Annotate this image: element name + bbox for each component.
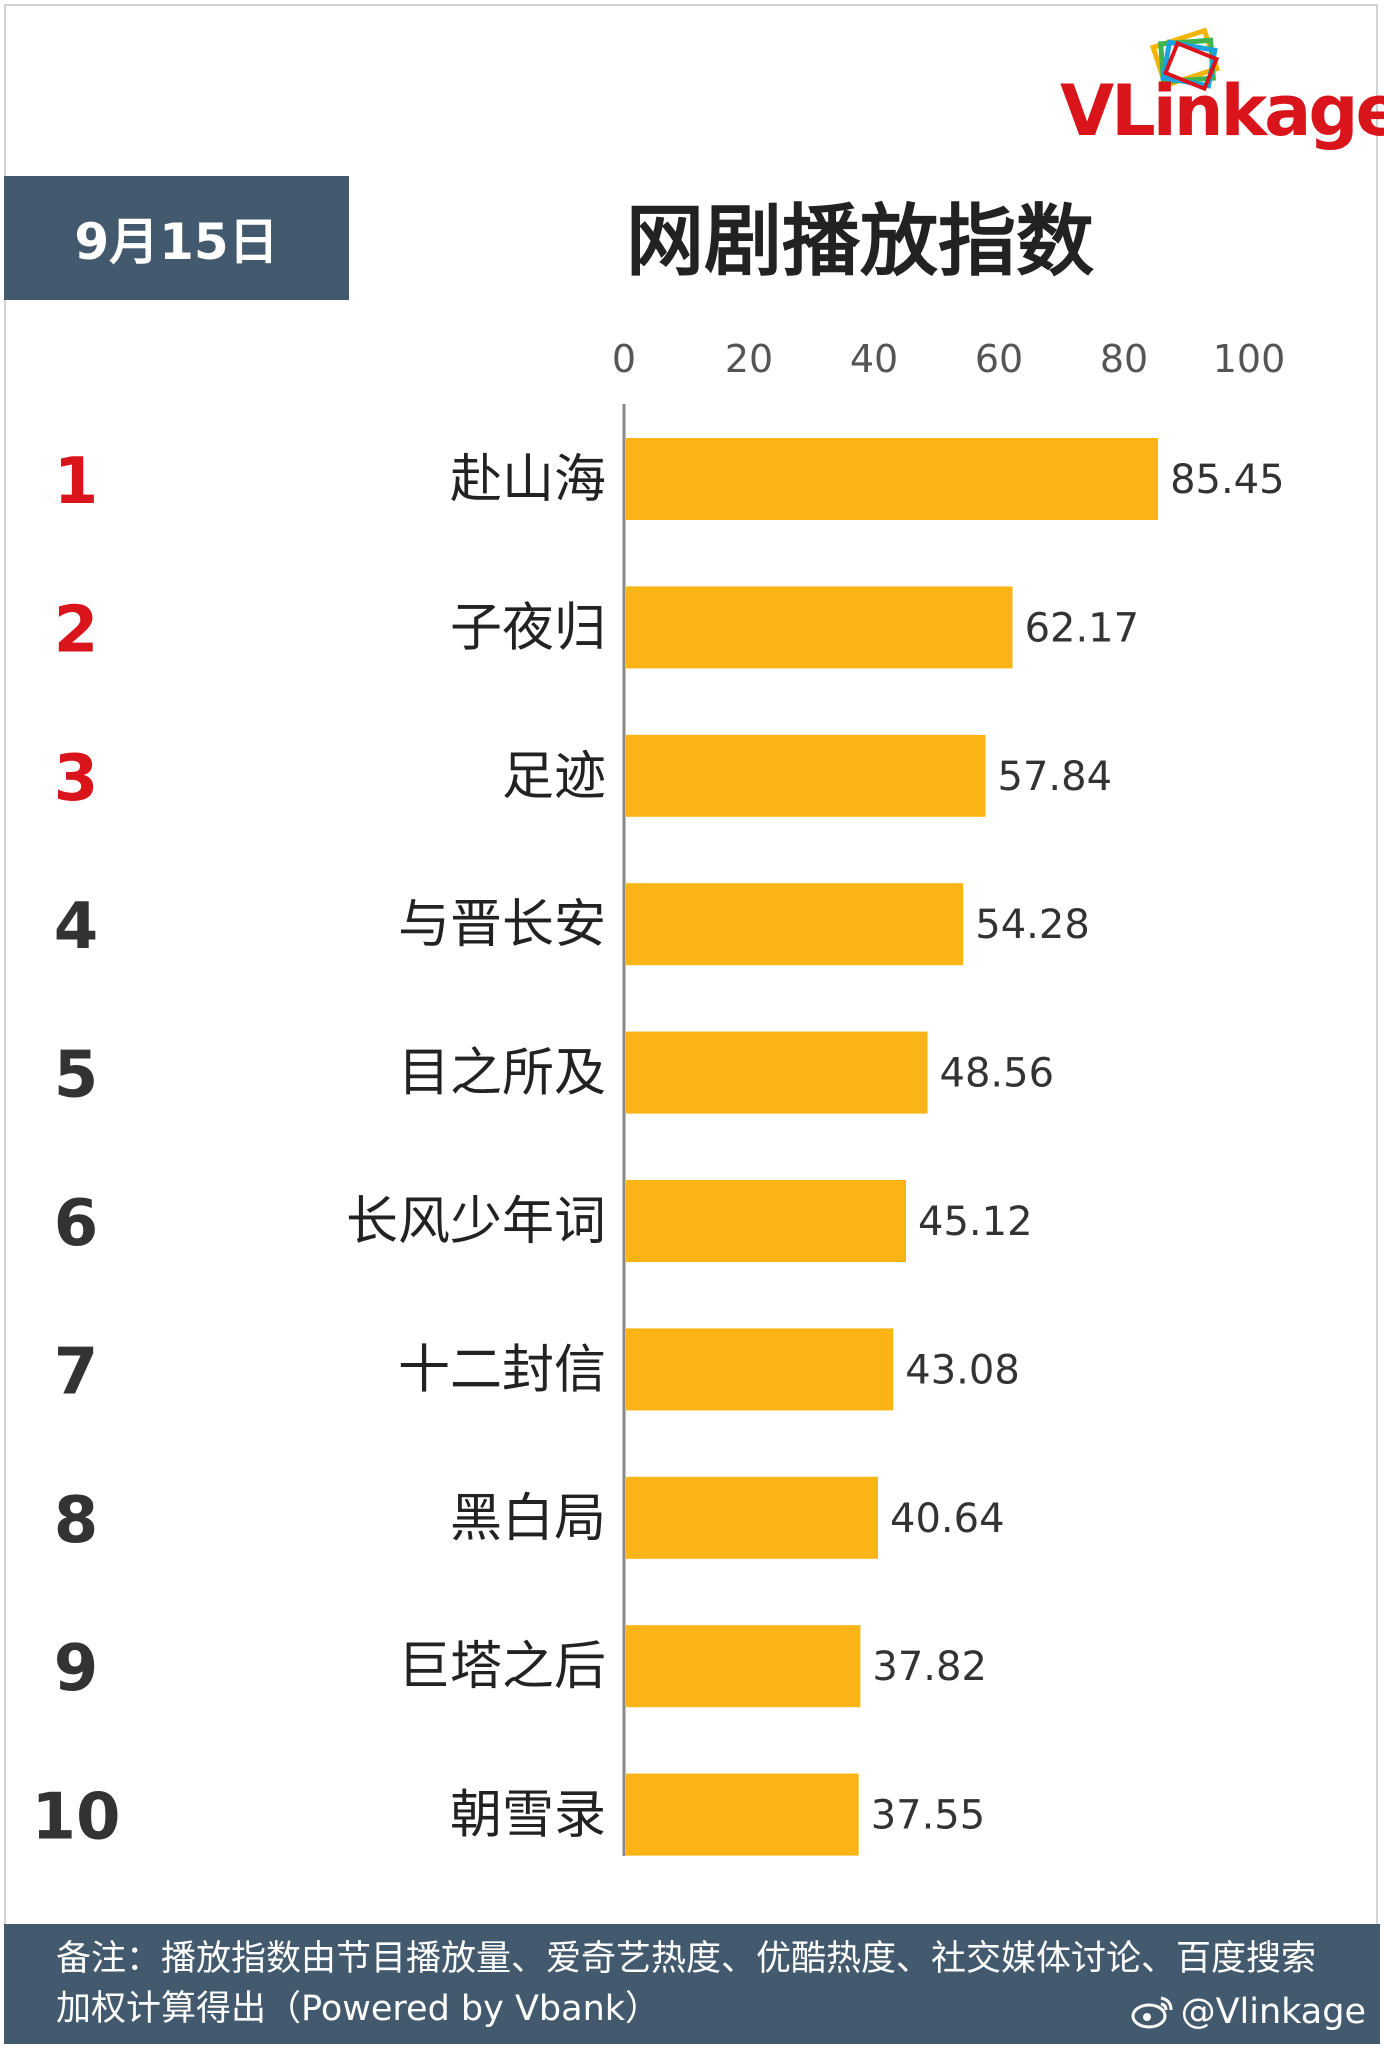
- x-tick-label: 40: [850, 337, 898, 381]
- bar: [626, 734, 986, 817]
- value-label: 37.55: [871, 1793, 986, 1839]
- footer-note: 备注：播放指数由节目播放量、爱奇艺热度、优酷热度、社交媒体讨论、百度搜索加权计算…: [56, 1939, 1317, 2029]
- category-label: 十二封信: [398, 1340, 606, 1400]
- category-label: 黑白局: [450, 1489, 606, 1549]
- weibo-icon: [1131, 1996, 1173, 2029]
- value-label: 43.08: [905, 1347, 1020, 1393]
- category-label: 目之所及: [398, 1044, 606, 1104]
- date-badge: 9月15日: [4, 176, 349, 300]
- bar: [626, 1031, 928, 1114]
- category-label: 朝雪录: [450, 1786, 606, 1846]
- bar: [626, 1625, 861, 1708]
- category-label: 巨塔之后: [398, 1637, 606, 1697]
- weibo-handle: @Vlinkage: [1131, 1992, 1366, 2032]
- value-label: 62.17: [1025, 605, 1140, 651]
- footer-banner: 备注：播放指数由节目播放量、爱奇艺热度、优酷热度、社交媒体讨论、百度搜索加权计算…: [4, 1924, 1380, 2044]
- rank-number: 7: [54, 1335, 99, 1409]
- x-tick-label: 60: [975, 337, 1023, 381]
- logo-frames-icon: [1149, 27, 1221, 92]
- value-label: 54.28: [975, 902, 1090, 948]
- x-tick-label: 100: [1213, 337, 1286, 381]
- vlinkage-logo: VLinkage: [1040, 24, 1384, 154]
- rank-number: 1: [54, 445, 99, 519]
- category-label: 子夜归: [450, 598, 606, 658]
- value-label: 57.84: [998, 754, 1113, 800]
- bar: [626, 586, 1013, 669]
- rank-number: 4: [54, 890, 99, 964]
- rank-number: 9: [54, 1632, 99, 1706]
- category-label: 足迹: [502, 747, 606, 807]
- value-label: 48.56: [940, 1051, 1055, 1097]
- bar: [626, 883, 964, 966]
- value-label: 40.64: [890, 1496, 1005, 1542]
- rank-number: 6: [54, 1187, 99, 1261]
- bar: [626, 438, 1159, 520]
- rank-number: 3: [54, 742, 99, 816]
- x-tick-label: 80: [1100, 337, 1148, 381]
- bar: [626, 1180, 906, 1262]
- category-label: 长风少年词: [346, 1192, 606, 1252]
- rank-number: 2: [54, 593, 99, 667]
- x-tick-label: 20: [725, 337, 773, 381]
- logo-text: VLinkage: [1060, 70, 1384, 152]
- chart-title: 网剧播放指数: [625, 197, 1094, 287]
- bar: [626, 1773, 859, 1856]
- category-label: 赴山海: [450, 450, 606, 510]
- weibo-handle-text: @Vlinkage: [1180, 1992, 1366, 2032]
- rank-number: 5: [54, 1039, 99, 1113]
- bar: [626, 1476, 878, 1559]
- x-tick-label: 0: [612, 337, 636, 381]
- rank-number: 8: [54, 1484, 99, 1558]
- ranking-bar-chart: 0 20 40 60 80 100 1 赴山海 85.45 2 子夜归 62.17 3 足迹 57.84 4 与…: [31, 337, 1286, 1856]
- bar: [626, 1328, 894, 1411]
- value-label: 37.82: [872, 1644, 987, 1690]
- category-label: 与晋长安: [398, 895, 606, 955]
- value-label: 85.45: [1170, 457, 1285, 503]
- value-label: 45.12: [918, 1199, 1033, 1245]
- rank-number: 10: [31, 1781, 120, 1855]
